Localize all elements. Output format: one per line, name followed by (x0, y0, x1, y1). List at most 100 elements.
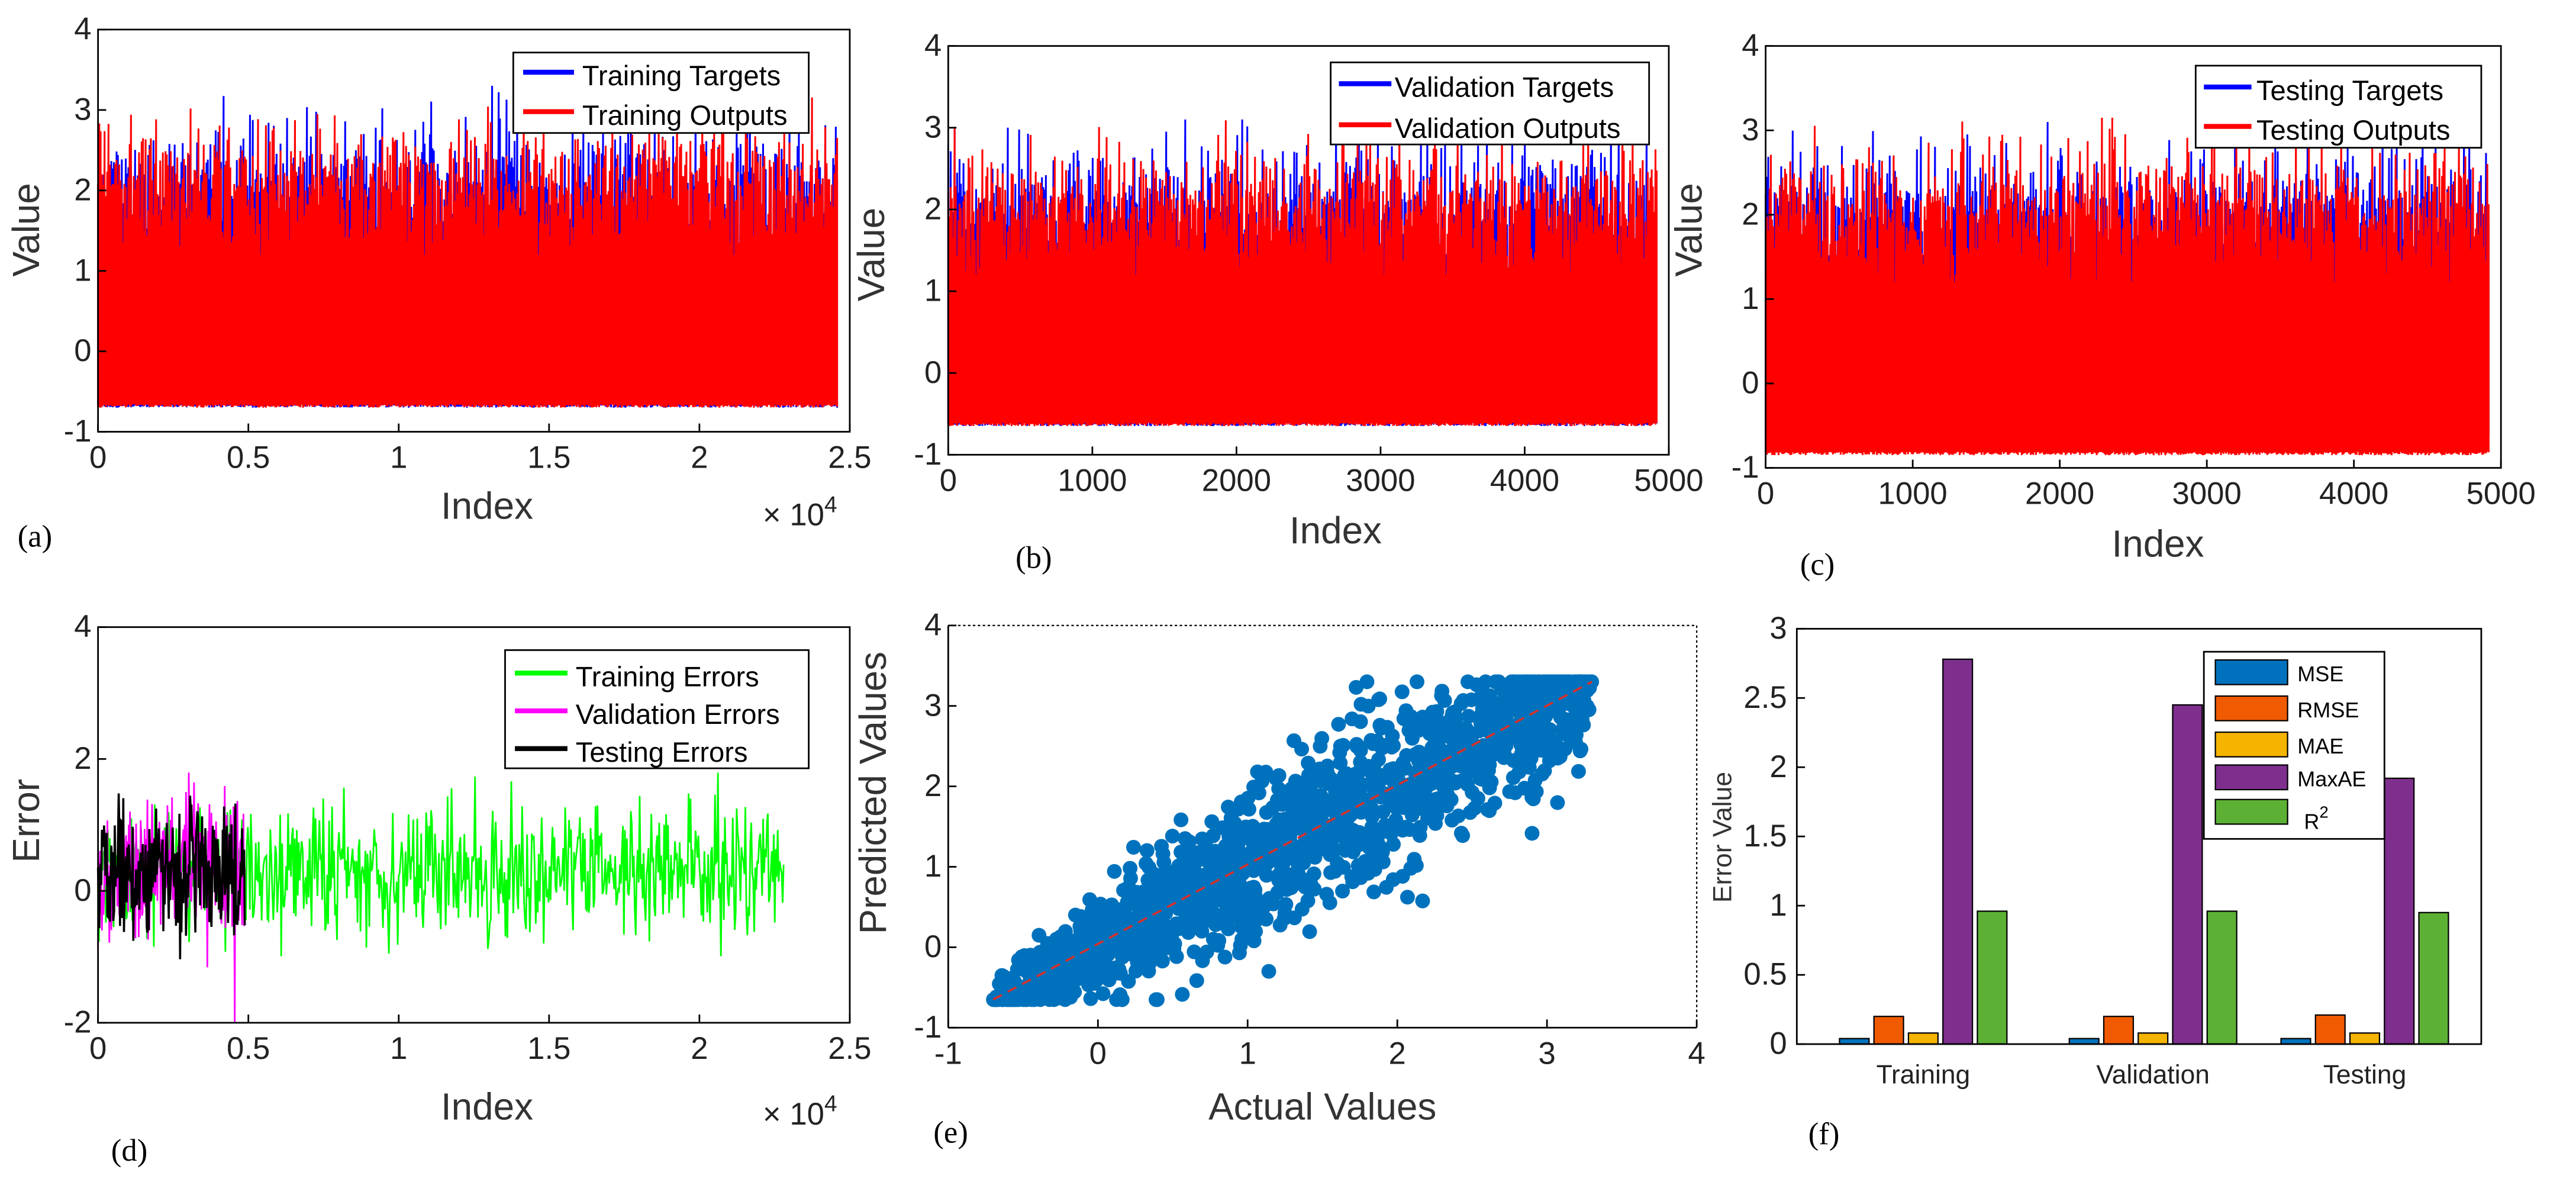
panel-f-legend-mse: MSE (2297, 662, 2343, 686)
panel-e: -1 0 1 2 3 4 -1 0 1 2 3 4 Actual Values Predicted V… (852, 607, 1705, 1149)
panel-e-point (1233, 938, 1248, 953)
panel-b-ytick-label: -1 (914, 437, 942, 472)
panel-c-ytick-label: -1 (1732, 450, 1759, 485)
panel-c-xtick-label: 0 (1757, 476, 1774, 511)
panel-e-data (986, 674, 1600, 1007)
panel-e-point (1251, 785, 1266, 801)
panel-e-point (1301, 755, 1316, 771)
panel-e-point (1581, 702, 1597, 717)
panel-e-xlabel: Actual Values (1208, 1086, 1436, 1128)
panel-a-xtick-label: 1.5 (527, 440, 570, 475)
panel-e-point (1360, 698, 1376, 714)
panel-e-point (1091, 938, 1107, 953)
panel-e-point (1439, 782, 1454, 797)
panel-f-bar-mae-testing (2349, 1032, 2381, 1045)
panel-c-legend-box (2194, 65, 2482, 149)
panel-f-bar-mae-validation (2137, 1032, 2169, 1045)
panel-e-point (1307, 848, 1323, 863)
panel-e-point (1217, 949, 1233, 965)
panel-d-legend-val: Validation Errors (576, 698, 780, 730)
panel-f-legend-swatch-maxae (2214, 764, 2288, 791)
panel-a-legend: Training Targets Training Outputs (512, 51, 810, 134)
panel-f-ytick-label: 2.5 (1743, 680, 1787, 715)
panel-e-point (1130, 930, 1145, 946)
panel-a-ylabel: Value (5, 183, 47, 276)
panel-e-point (1394, 684, 1410, 700)
panel-e-point (1218, 838, 1233, 854)
panel-e-point (1427, 766, 1442, 781)
panel-e-xtick-label: 4 (1688, 1036, 1705, 1071)
panel-e-xtick-label: 3 (1539, 1036, 1556, 1071)
panel-d-xtick-label: 1.5 (527, 1031, 570, 1066)
panel-e-point (1143, 917, 1159, 932)
panel-b-xtick-label: 4000 (1490, 463, 1559, 498)
panel-e-point (1487, 795, 1503, 811)
panel-e-point (1439, 794, 1454, 810)
panel-e-point (1521, 759, 1537, 775)
panel-e-point (1173, 869, 1189, 885)
panel-e-point (1292, 805, 1307, 820)
panel-e-point (1292, 840, 1307, 856)
panel-b-letter: (b) (1015, 541, 1052, 575)
panel-e-point (1255, 862, 1270, 877)
panel-e-point (1410, 674, 1424, 690)
panel-e-point (1461, 708, 1476, 724)
panel-e-point (1478, 674, 1493, 690)
panel-e-point (1385, 786, 1400, 801)
panel-e-point (1455, 828, 1471, 843)
panel-e-point (1301, 768, 1316, 783)
panel-e-point (1230, 837, 1246, 852)
panel-e-point (1375, 804, 1391, 820)
panel-e-point (1467, 800, 1482, 816)
panel-e-point (1362, 840, 1376, 855)
panel-d-x-multiplier: × 104 (763, 1091, 837, 1132)
panel-e-xtick-label: 1 (1239, 1036, 1256, 1071)
panel-c-xtick-label: 4000 (2319, 476, 2388, 511)
panel-a-xtick-label: 2.5 (828, 440, 871, 475)
panel-e-point (1261, 964, 1276, 979)
panel-e-point (1291, 866, 1306, 881)
panel-e-point (1463, 692, 1479, 707)
panel-f-bar-mse-training (1839, 1038, 1870, 1045)
panel-e-point (1031, 927, 1047, 943)
panel-e-point (1524, 826, 1540, 841)
panel-e-point (1568, 735, 1583, 750)
panel-f-legend-swatch-mse (2214, 659, 2288, 685)
panel-a-ytick-label: -1 (64, 414, 92, 449)
panel-e-point (1262, 891, 1277, 906)
panel-e-point (1368, 778, 1384, 793)
panel-e-point (1161, 929, 1176, 945)
panel-f-bar-maxae-training (1942, 658, 1974, 1045)
panel-e-point (1147, 891, 1162, 906)
panel-e-point (1336, 737, 1351, 753)
panel-e-point (1347, 766, 1363, 782)
panel-e-point (1560, 694, 1575, 710)
panel-a-legend-outputs: Training Outputs (582, 99, 788, 131)
panel-b-legend: Validation Targets Validation Outputs (1330, 62, 1650, 146)
panel-e-point (1139, 843, 1155, 858)
panel-d-series-test (96, 793, 246, 959)
panel-e-point (1395, 823, 1410, 838)
panel-e-point (1107, 864, 1122, 879)
panel-e-ytick-label: -1 (914, 1010, 942, 1045)
panel-c-letter: (c) (1800, 547, 1835, 582)
panel-e-point (1400, 890, 1415, 905)
panel-e-point (1484, 774, 1499, 790)
panel-e-point (1287, 733, 1301, 748)
panel-f-bar-rmse-validation (2103, 1016, 2135, 1045)
panel-e-point (1023, 952, 1038, 967)
panel-e-point (1115, 947, 1130, 962)
panel-e-point (1549, 703, 1565, 719)
panel-b-legend-outputs: Validation Outputs (1395, 112, 1621, 144)
panel-d-ytick-label: 0 (74, 873, 91, 908)
panel-e-point (1505, 770, 1521, 785)
panel-f-bar-rmse-testing (2314, 1014, 2346, 1045)
panel-e-point (1353, 714, 1368, 729)
panel-f-ytick-label: 1 (1769, 888, 1787, 923)
panel-e-point (1313, 773, 1328, 788)
panel-b-data (947, 115, 1658, 427)
panel-e-point (1379, 880, 1394, 895)
